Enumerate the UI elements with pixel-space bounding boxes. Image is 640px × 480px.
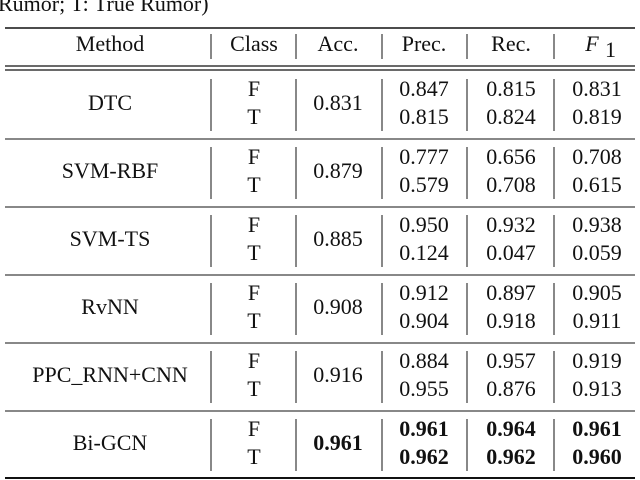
rec-cell: 0.964	[486, 416, 536, 441]
class-cell: F	[248, 348, 260, 373]
prec-cell: 0.962	[399, 444, 449, 469]
rec-cell: 0.962	[486, 444, 536, 469]
rec-cell: 0.957	[486, 348, 536, 373]
prec-cell: 0.955	[399, 376, 449, 401]
f1-cell: 0.961	[572, 416, 622, 441]
method-cell: Bi-GCN	[73, 430, 148, 455]
prec-cell: 0.961	[399, 416, 449, 441]
method-cell: DTC	[88, 90, 132, 115]
header-cell: Acc.	[318, 31, 359, 56]
header-cell: F	[584, 31, 599, 56]
acc-cell: 0.885	[313, 226, 363, 251]
rec-cell: 0.656	[486, 144, 536, 169]
f1-cell: 0.960	[572, 444, 622, 469]
method-cell: SVM-RBF	[62, 158, 159, 183]
prec-cell: 0.815	[399, 104, 449, 129]
rec-cell: 0.932	[486, 212, 536, 237]
prec-cell: 0.579	[399, 172, 449, 197]
header-cell: Rec.	[491, 31, 531, 56]
class-cell: T	[247, 444, 261, 469]
rec-cell: 0.897	[486, 280, 536, 305]
acc-cell: 0.879	[313, 158, 363, 183]
caption-fragment: Rumor; T: True Rumor)	[0, 0, 209, 16]
acc-cell: 0.961	[313, 430, 363, 455]
class-cell: F	[248, 416, 260, 441]
class-cell: T	[247, 240, 261, 265]
method-cell: PPC_RNN+CNN	[32, 362, 188, 387]
rec-cell: 0.876	[486, 376, 536, 401]
class-cell: T	[247, 308, 261, 333]
prec-cell: 0.904	[399, 308, 449, 333]
f1-cell: 0.831	[572, 76, 622, 101]
prec-cell: 0.884	[399, 348, 449, 373]
prec-cell: 0.777	[399, 144, 449, 169]
class-cell: T	[247, 376, 261, 401]
acc-cell: 0.908	[313, 294, 363, 319]
header-cell: Class	[230, 31, 278, 56]
f1-cell: 0.905	[572, 280, 622, 305]
rec-cell: 0.815	[486, 76, 536, 101]
f1-cell: 0.913	[572, 376, 622, 401]
class-cell: F	[248, 144, 260, 169]
f1-cell: 0.059	[572, 240, 622, 265]
acc-cell: 0.831	[313, 90, 363, 115]
f1-cell: 0.819	[572, 104, 622, 129]
header-cell: Prec.	[402, 31, 447, 56]
method-cell: RvNN	[81, 294, 139, 319]
prec-cell: 0.847	[399, 76, 449, 101]
class-cell: T	[247, 104, 261, 129]
class-cell: F	[248, 212, 260, 237]
acc-cell: 0.916	[313, 362, 363, 387]
rec-cell: 0.824	[486, 104, 536, 129]
rec-cell: 0.918	[486, 308, 536, 333]
rec-cell: 0.047	[486, 240, 536, 265]
f1-cell: 0.911	[573, 308, 622, 333]
method-cell: SVM-TS	[70, 226, 151, 251]
f1-cell: 0.919	[572, 348, 622, 373]
f1-cell: 0.708	[572, 144, 622, 169]
f1-cell: 0.938	[572, 212, 622, 237]
rec-cell: 0.708	[486, 172, 536, 197]
prec-cell: 0.124	[399, 240, 449, 265]
class-cell: T	[247, 172, 261, 197]
header-subscript: 1	[605, 37, 616, 62]
class-cell: F	[248, 280, 260, 305]
prec-cell: 0.950	[399, 212, 449, 237]
prec-cell: 0.912	[399, 280, 449, 305]
header-cell: Method	[76, 31, 144, 56]
f1-cell: 0.615	[572, 172, 622, 197]
class-cell: F	[248, 76, 260, 101]
